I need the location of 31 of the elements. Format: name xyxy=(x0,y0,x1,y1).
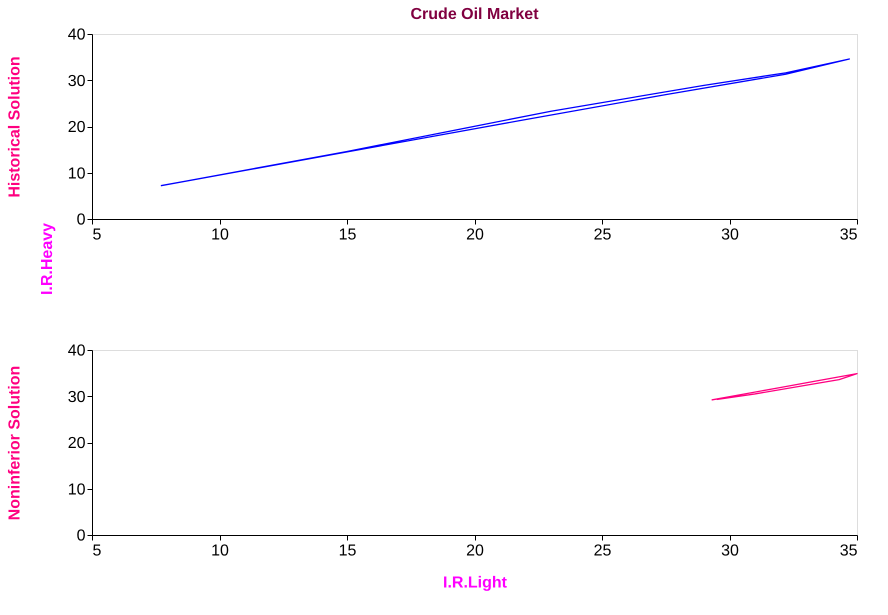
y-tick-label: 30 xyxy=(68,388,86,406)
x-tick-label: 20 xyxy=(466,542,484,560)
x-tick-label: 20 xyxy=(466,226,484,244)
y-tick-label: 0 xyxy=(76,212,86,228)
x-tick-label: 15 xyxy=(338,542,356,560)
y-tick-label: 10 xyxy=(68,165,86,182)
y-axis-title: Noninferior Solution xyxy=(6,366,24,520)
x-tick-label: 5 xyxy=(92,226,102,244)
chart-title: Crude Oil Market xyxy=(410,6,540,23)
x-tick-label: 35 xyxy=(840,226,858,244)
x-tick-label: 10 xyxy=(211,226,229,244)
y-tick-label: 40 xyxy=(68,26,86,44)
text: I.R.Heavy xyxy=(39,222,56,296)
x-tick-label: 35 xyxy=(840,542,858,560)
line-series xyxy=(711,372,858,401)
x-tick-label: 5 xyxy=(92,542,102,560)
line-series xyxy=(160,58,850,186)
x-tick-label: 25 xyxy=(594,542,612,560)
x-tick-label: 15 xyxy=(338,226,356,244)
x-axis-title: I.R.Light xyxy=(443,574,508,592)
y-tick-label: 20 xyxy=(68,119,86,136)
x-tick-label: 30 xyxy=(721,542,739,560)
y-tick-label: 0 xyxy=(76,528,86,544)
y-tick-label: 10 xyxy=(68,481,86,498)
x-tick-label: 25 xyxy=(594,226,612,244)
x-tick-label: 10 xyxy=(211,542,229,560)
x-tick-label: 30 xyxy=(721,226,739,244)
y-tick-label: 20 xyxy=(68,435,86,452)
y-axis-title: Historical Solution xyxy=(6,56,24,198)
y-tick-label: 40 xyxy=(68,342,86,360)
y-tick-label: 30 xyxy=(68,72,86,90)
